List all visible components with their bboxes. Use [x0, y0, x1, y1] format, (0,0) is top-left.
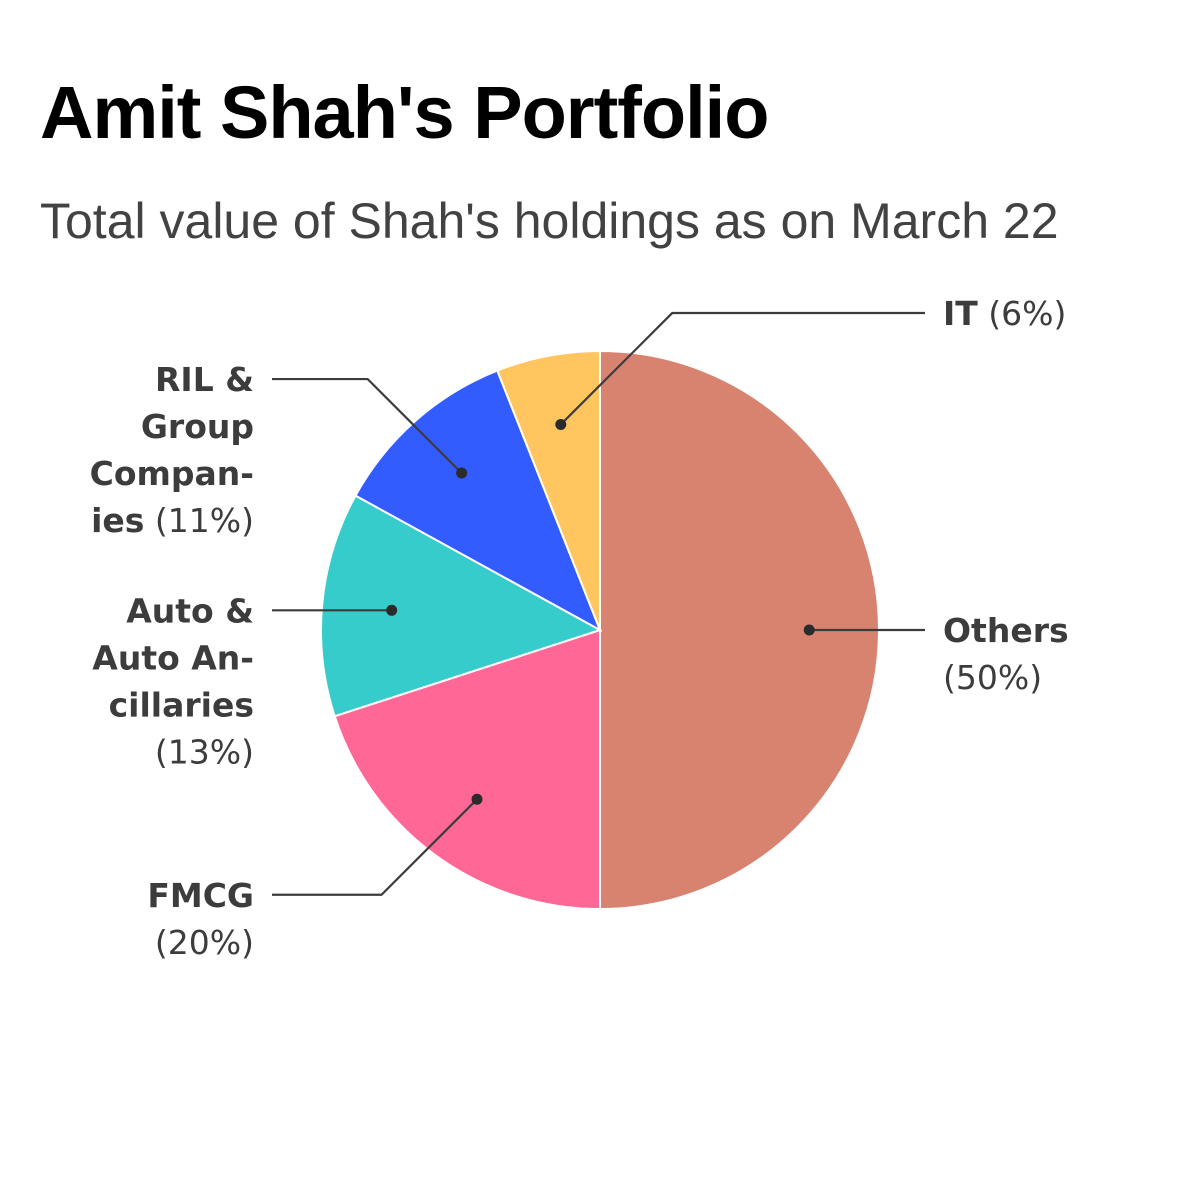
leader-dot-fmcg	[471, 793, 483, 805]
slice-label-others: Others (50%)	[943, 611, 1069, 697]
slice-label-line: ies	[91, 501, 144, 540]
pie-leader-lines	[272, 311, 925, 896]
slice-label-line: Group	[141, 407, 254, 446]
slice-label-it: IT (6%)	[943, 294, 1066, 333]
leader-dot-it	[555, 418, 567, 430]
slice-label-auto-and-auto-ancillaries: Auto & Auto An-cillaries (13%)	[92, 591, 254, 771]
leader-line-it	[560, 311, 925, 426]
slice-label-line: IT	[943, 294, 978, 333]
slice-label-line: RIL &	[155, 360, 254, 399]
slice-label-percent: (20%)	[155, 923, 254, 962]
slice-label-ril-and-group-companies: RIL & Group Compan-ies (11%)	[90, 360, 254, 540]
pie-slice-auto-and-auto-ancillaries	[320, 494, 603, 718]
pie-slice-it	[495, 349, 601, 631]
slice-label-percent: (11%)	[144, 501, 254, 540]
slice-label-percent: (13%)	[155, 732, 254, 771]
pie-slices	[320, 349, 880, 911]
slice-label-line: Auto &	[126, 591, 254, 630]
pie-labels: Others (50%) FMCG (20%) Auto & Auto An-cillar…	[90, 294, 1069, 962]
slice-label-line: Auto An-	[92, 638, 254, 677]
leader-line-fmcg	[272, 798, 478, 896]
slice-label-line: Others	[943, 611, 1069, 650]
slice-label-fmcg: FMCG (20%)	[147, 876, 254, 962]
slice-label-line: cillaries	[109, 685, 254, 724]
pie-slice-fmcg	[333, 628, 601, 911]
leader-dot-ril-and-group-companies	[456, 467, 468, 479]
leader-dot-others	[803, 624, 815, 636]
leader-line-ril-and-group-companies	[272, 377, 463, 474]
slice-label-line: FMCG	[147, 876, 254, 915]
leader-dot-auto-and-auto-ancillaries	[386, 604, 398, 616]
pie-slice-ril-and-group-companies	[354, 369, 602, 633]
chart-subtitle: Total value of Shah's holdings as on Mar…	[40, 193, 1059, 249]
slice-label-line: Compan-	[90, 454, 254, 493]
chart-title: Amit Shah's Portfolio	[40, 71, 769, 154]
slice-label-percent: (6%)	[978, 294, 1067, 333]
slice-label-percent: (50%)	[943, 658, 1042, 697]
